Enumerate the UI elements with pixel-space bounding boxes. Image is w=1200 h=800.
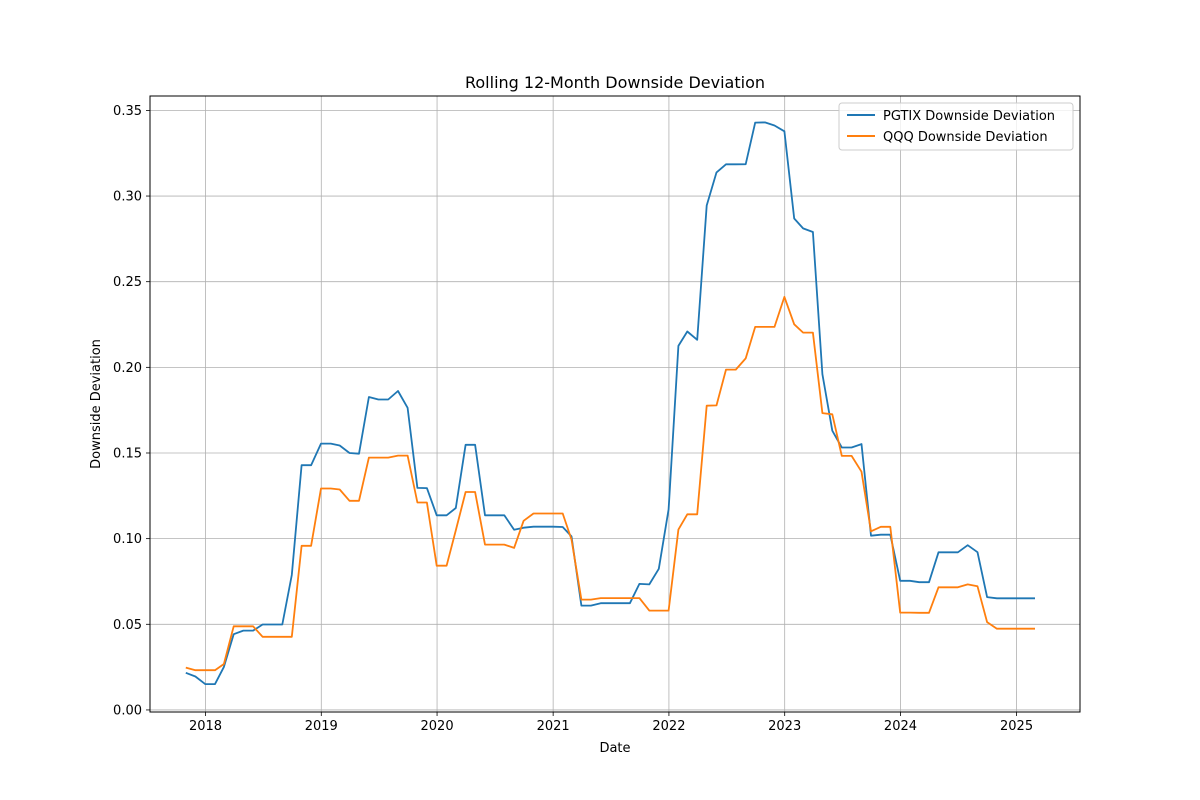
y-tick-label: 0.25 [113,275,142,290]
x-tick-label: 2018 [189,719,222,734]
y-tick-label: 0.15 [113,446,142,461]
x-tick-label: 2023 [768,719,801,734]
x-tick-label: 2021 [537,719,570,734]
chart-title: Rolling 12-Month Downside Deviation [465,73,765,92]
series-lines [185,121,1035,685]
y-tick-label: 0.10 [113,532,142,547]
y-tick-label: 0.35 [113,104,142,119]
x-tick-label: 2022 [652,719,685,734]
legend-box [838,102,1074,151]
y-tick-label: 0.05 [113,618,142,633]
grid [150,96,1080,712]
x-tick-label: 2020 [421,719,454,734]
series-line-qqq [185,295,1035,672]
x-axis-label: Date [599,741,630,756]
legend: PGTIX Downside Deviation QQQ Downside De… [838,102,1074,151]
x-tick-label: 2019 [305,719,338,734]
x-tick-label: 2024 [884,719,917,734]
y-axis: 0.00 0.05 0.10 0.15 0.20 0.25 0.30 0.35 [113,104,150,718]
y-tick-label: 0.20 [113,361,142,376]
legend-label-qqq: QQQ Downside Deviation [883,130,1048,145]
y-axis-label: Downside Deviation [89,339,104,469]
x-tick-label: 2025 [1000,719,1033,734]
legend-label-pgtix: PGTIX Downside Deviation [883,109,1055,124]
x-axis: 2018 2019 2020 2021 2022 2023 2024 2025 [189,712,1033,734]
y-tick-label: 0.00 [113,703,142,718]
y-tick-label: 0.30 [113,190,142,205]
plot-frame [149,95,1081,713]
